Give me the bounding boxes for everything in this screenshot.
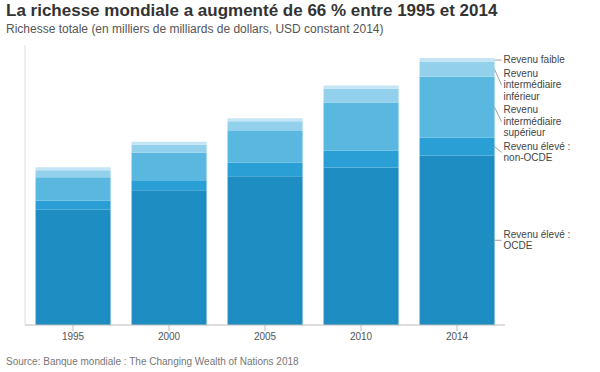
svg-text:Revenu élevé :OCDE: Revenu élevé :OCDE: [504, 229, 571, 252]
svg-text:2005: 2005: [254, 331, 277, 342]
svg-text:2014: 2014: [446, 331, 469, 342]
svg-text:Revenuintermédiaireinférieur: Revenuintermédiaireinférieur: [504, 68, 562, 102]
html-text:La richesse mondiale a augment: La richesse mondiale a augmenté de 66 % …: [6, 1, 498, 20]
svg-text:2000: 2000: [158, 331, 181, 342]
svg-text:2010: 2010: [350, 331, 373, 342]
html-text:Richesse totale (en milliers d: Richesse totale (en milliers de milliard…: [6, 22, 384, 36]
html-text:Source: Banque mondiale : The: Source: Banque mondiale : The Changing W…: [6, 356, 299, 367]
svg-text:Revenu faible: Revenu faible: [504, 54, 566, 65]
svg-text:Revenuintermédiairesupérieur: Revenuintermédiairesupérieur: [504, 104, 562, 138]
svg-text:1995: 1995: [62, 331, 85, 342]
svg-text:Revenu élevé :non-OCDE: Revenu élevé :non-OCDE: [504, 141, 571, 164]
